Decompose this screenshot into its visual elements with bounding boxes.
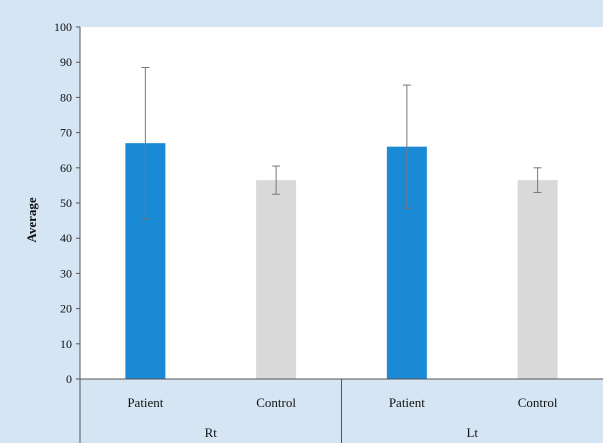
- y-tick-label: 10: [60, 337, 72, 351]
- x-group-label: Lt: [466, 425, 478, 440]
- y-tick-label: 70: [60, 126, 72, 140]
- y-tick-label: 20: [60, 302, 72, 316]
- y-tick-label: 40: [60, 231, 72, 245]
- y-axis-title: Average: [24, 197, 39, 242]
- plot-background: [80, 27, 603, 379]
- bar-control: [517, 180, 558, 379]
- y-tick-label: 30: [60, 266, 72, 280]
- x-group-label: Rt: [205, 425, 218, 440]
- y-tick-label: 90: [60, 55, 72, 69]
- y-tick-label: 0: [66, 372, 72, 386]
- y-tick-label: 100: [54, 20, 72, 34]
- x-category-label: Control: [518, 395, 558, 410]
- bars: [125, 143, 558, 379]
- x-axis: Patient Control Patient Control Rt Lt: [79, 378, 603, 443]
- error-bars: [141, 66, 542, 220]
- x-category-label: Control: [256, 395, 296, 410]
- y-tick-label: 60: [60, 161, 72, 175]
- y-axis-ticks: 0 10 20 30 40 50 60 70 80 90 100: [54, 20, 81, 386]
- x-category-label: Patient: [127, 395, 163, 410]
- bar-control: [256, 180, 297, 379]
- y-tick-label: 50: [60, 196, 72, 210]
- x-category-label: Patient: [389, 395, 425, 410]
- y-tick-label: 80: [60, 90, 72, 104]
